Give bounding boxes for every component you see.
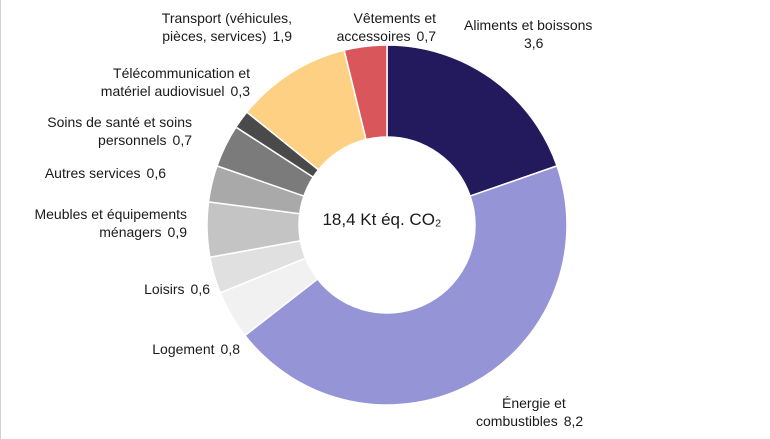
value-autres-services: 0,6 (146, 165, 166, 181)
left-border (0, 0, 1, 439)
value-meubles-et-equipements: 0,9 (167, 224, 187, 240)
label-meubles-et-equipements: Meubles et équipements ménagers 0,9 (34, 206, 187, 240)
value-transport: 1,9 (272, 28, 292, 44)
label-soins-de-sante: Soins de santé et soins personnels 0,7 (47, 114, 192, 148)
label-vetements-et-accessoires: Vêtements et accessoires 0,7 (336, 10, 436, 44)
label-logement: Logement 0,8 (152, 341, 240, 357)
value-energie-et-combustibles: 8,2 (563, 413, 584, 429)
value-vetements-et-accessoires: 0,7 (416, 28, 436, 44)
label-transport: Transport (véhicules, pièces, services) 1… (161, 10, 292, 44)
label-aliments-et-boissons: Aliments et boissons 3,6 (464, 17, 593, 51)
label-loisirs: Loisirs 0,6 (144, 281, 210, 297)
value-soins-de-sante: 0,7 (172, 132, 192, 148)
label-energie-et-combustibles: Énergie et combustibles 8,2 (476, 395, 584, 429)
value-telecommunication: 0,3 (230, 83, 250, 99)
slice-vetements-et-accessoires (343, 44, 388, 141)
slice-energie-et-combustibles (243, 164, 568, 406)
center-total-label: 18,4 Kt éq. CO₂ (322, 210, 442, 229)
value-loisirs: 0,6 (190, 281, 210, 297)
slice-aliments-et-boissons (386, 44, 558, 198)
value-aliments-et-boissons: 3,6 (524, 35, 544, 51)
label-autres-services: Autres services 0,6 (44, 165, 166, 181)
label-telecommunication: Télécommunication et matériel audiovisue… (100, 65, 250, 99)
value-logement: 0,8 (220, 341, 240, 357)
